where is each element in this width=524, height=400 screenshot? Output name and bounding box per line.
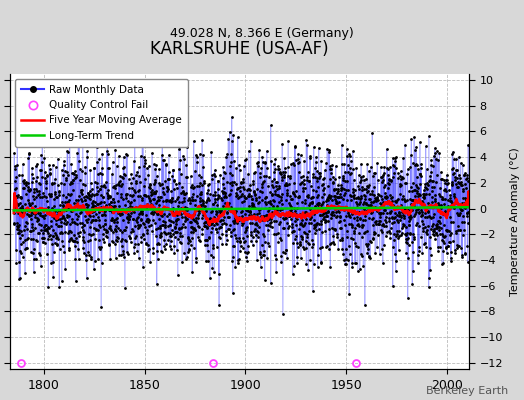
Text: 49.028 N, 8.366 E (Germany): 49.028 N, 8.366 E (Germany) [170, 28, 354, 40]
Title: KARLSRUHE (USA-AF): KARLSRUHE (USA-AF) [150, 40, 329, 58]
Y-axis label: Temperature Anomaly (°C): Temperature Anomaly (°C) [510, 147, 520, 296]
Text: Berkeley Earth: Berkeley Earth [426, 386, 508, 396]
Legend: Raw Monthly Data, Quality Control Fail, Five Year Moving Average, Long-Term Tren: Raw Monthly Data, Quality Control Fail, … [15, 79, 188, 147]
